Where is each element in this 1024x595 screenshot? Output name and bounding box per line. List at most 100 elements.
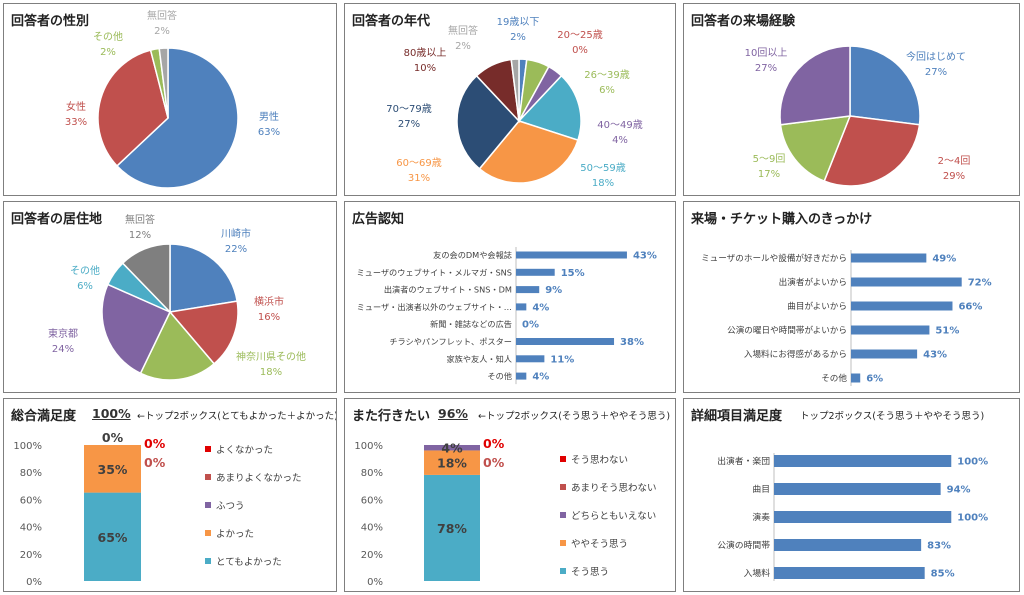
- category-label: 曲目: [752, 484, 770, 495]
- segment-label: 35%: [98, 462, 128, 477]
- chart-title: 回答者の年代: [352, 14, 431, 29]
- slice-percent: 29%: [943, 171, 965, 182]
- legend-swatch: [560, 540, 566, 546]
- segment-label: 4%: [441, 441, 463, 456]
- segment-label: 0%: [483, 436, 505, 451]
- slice-name: 26～39歳: [584, 69, 629, 81]
- pie-slice: [517, 74, 582, 142]
- y-tick-label: 0%: [367, 577, 383, 588]
- chart-title: また行きたい: [352, 409, 431, 424]
- pie-slice: [169, 243, 238, 313]
- slice-name: 60～69歳: [396, 157, 441, 169]
- slice-percent: 31%: [408, 173, 430, 184]
- legend-label: よくなかった: [216, 445, 273, 456]
- segment-label: 65%: [98, 530, 128, 545]
- data-label: 94%: [947, 485, 971, 496]
- bar: [516, 372, 527, 380]
- slice-name: 40～49歳: [597, 119, 642, 131]
- bar: [774, 483, 941, 495]
- bar: [516, 338, 615, 345]
- slice-percent: 18%: [260, 367, 282, 378]
- bar: [851, 349, 918, 359]
- slice-name: 80歳以上: [404, 47, 447, 59]
- slice-name: 川崎市: [221, 227, 251, 240]
- y-tick-label: 40%: [361, 523, 383, 534]
- slice-percent: 16%: [258, 312, 280, 323]
- panel-ads: 広告認知 友の会のDMや会報誌 43% ミューザのウェブサイト・メルマガ・SNS 15…: [344, 201, 676, 393]
- y-tick-label: 60%: [20, 495, 42, 506]
- legend-swatch: [560, 512, 566, 518]
- slice-percent: 10%: [414, 63, 436, 74]
- data-label: 9%: [545, 285, 562, 296]
- data-label: 11%: [550, 354, 574, 365]
- chart-title: 広告認知: [352, 212, 405, 227]
- panel-motive: 来場・チケット購入のきっかけ ミューザのホールや設備が好きだから 49% 出演者がよ…: [683, 201, 1020, 393]
- y-tick-label: 100%: [13, 441, 42, 452]
- pie-slice: [101, 283, 172, 375]
- bar: [851, 301, 953, 311]
- stack-segment: [84, 492, 141, 581]
- slice-name: 20～25歳: [557, 29, 602, 41]
- category-label: 曲目がよいから: [787, 300, 847, 312]
- headline-note: トップ2ボックス(そう思う＋ややそう思う): [800, 411, 985, 422]
- slice-percent: 0%: [572, 45, 588, 56]
- pie-slice: [849, 45, 921, 126]
- slice-percent: 33%: [65, 117, 87, 128]
- segment-label: 78%: [437, 521, 467, 536]
- slice-name: 横浜市: [254, 295, 284, 308]
- category-label: 新聞・雑誌などの広告: [430, 319, 512, 329]
- slice-percent: 6%: [599, 85, 615, 96]
- y-tick-label: 40%: [20, 523, 42, 534]
- bar: [774, 511, 952, 523]
- category-label: 公演の曜日や時間帯がよいから: [727, 324, 847, 336]
- slice-name: 19歳以下: [497, 16, 540, 28]
- headline-note: ←トップ2ボックス(そう思う＋ややそう思う): [478, 411, 671, 422]
- panel-detail: 詳細項目満足度 トップ2ボックス(そう思う＋ややそう思う) 出演者・楽団 100%…: [683, 398, 1020, 592]
- data-label: 100%: [957, 457, 988, 468]
- chart-title: 詳細項目満足度: [691, 409, 783, 424]
- category-label: ミューザのウェブサイト・メルマガ・SNS: [356, 267, 512, 277]
- slice-name: 5～9回: [753, 153, 786, 165]
- headline-value: 100%: [92, 406, 131, 421]
- slice-name: 無回答: [125, 213, 155, 226]
- slice-name: 無回答: [448, 24, 478, 37]
- slice-percent: 4%: [612, 135, 628, 146]
- segment-label: 0%: [483, 455, 505, 470]
- slice-percent: 22%: [225, 244, 247, 255]
- y-tick-label: 80%: [20, 468, 42, 479]
- data-label: 4%: [532, 302, 549, 313]
- stack-segment: [424, 450, 480, 475]
- data-label: 4%: [532, 372, 549, 383]
- chart-title: 来場・チケット購入のきっかけ: [691, 212, 873, 227]
- category-label: チラシやパンフレット、ポスター: [389, 337, 512, 347]
- segment-label: 0%: [144, 436, 166, 451]
- data-label: 51%: [935, 326, 959, 337]
- slice-percent: 2%: [510, 32, 526, 43]
- y-tick-label: 100%: [354, 441, 383, 452]
- bar: [516, 251, 627, 259]
- bar: [851, 373, 861, 383]
- category-label: ミューザ・出演者以外のウェブサイト・…: [357, 302, 512, 312]
- legend-label: あまりそう思わない: [571, 483, 657, 494]
- bar: [516, 355, 545, 363]
- headline-value: 96%: [438, 406, 468, 421]
- chart-title: 回答者の居住地: [11, 212, 103, 227]
- category-label: 入場料にお得感があるから: [744, 348, 847, 360]
- panel-age: 回答者の年代 19歳以下 2% 20～25歳 0% 26～39歳 6% 40～49歳 4% 50…: [344, 3, 676, 196]
- category-label: 友の会のDMや会報誌: [433, 250, 512, 260]
- data-label: 83%: [927, 541, 951, 552]
- chart-title: 総合満足度: [11, 409, 77, 424]
- stack-segment: [84, 445, 141, 493]
- pie-slice: [779, 115, 852, 183]
- slice-name: 無回答: [147, 9, 177, 22]
- slice-name: その他: [70, 264, 100, 277]
- slice-percent: 24%: [52, 344, 74, 355]
- revisit-stacked-chart: 0% 20% 40% 60% 80% 100% 78% 18%4% 0% 0% そう思わないあまりそ…: [354, 436, 657, 588]
- bar: [851, 277, 962, 287]
- data-label: 100%: [957, 513, 988, 524]
- panel-residence: 回答者の居住地 川崎市 22% 横浜市 16% 神奈川県その他 18% 東京都 24% その他 6…: [3, 201, 337, 393]
- legend-label: ややそう思う: [571, 539, 628, 550]
- slice-name: 東京都: [48, 327, 78, 340]
- legend-swatch: [205, 446, 211, 452]
- pie-slice: [779, 45, 851, 126]
